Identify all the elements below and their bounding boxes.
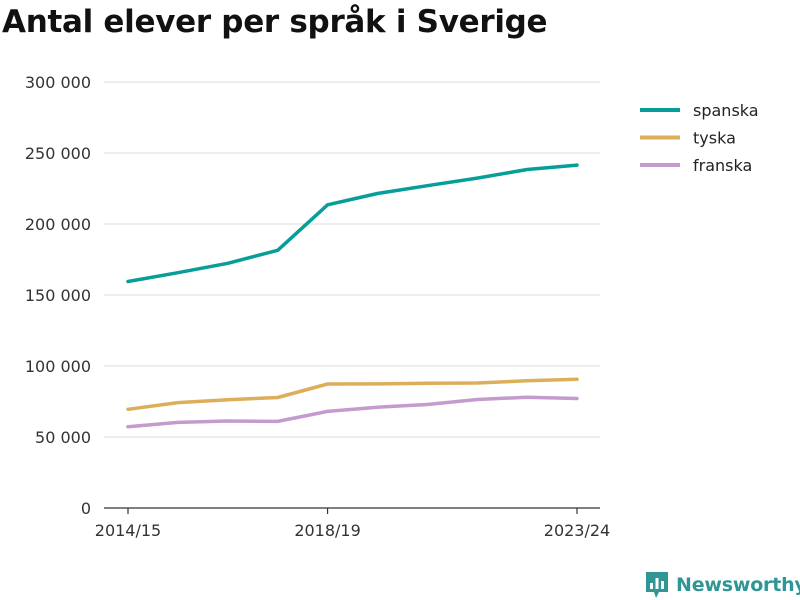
y-tick-label: 100 000 [25, 357, 91, 376]
legend-label-spanska: spanska [693, 101, 759, 120]
newsworthy-logo-icon [646, 572, 668, 598]
series-line-tyska [126, 377, 579, 412]
grid-lines [104, 81, 600, 438]
y-tick-label: 150 000 [25, 286, 91, 305]
x-tick-label: 2014/15 [95, 521, 161, 540]
y-tick-label: 0 [81, 499, 91, 518]
x-tick-label: 2023/24 [544, 521, 610, 540]
series-line-franska [126, 395, 579, 429]
series-lines [126, 163, 579, 429]
y-tick-label: 300 000 [25, 73, 91, 92]
legend-label-tyska: tyska [693, 129, 736, 148]
x-tick-label: 2018/19 [294, 521, 360, 540]
legend-label-franska: franska [693, 156, 752, 175]
y-tick-label: 250 000 [25, 144, 91, 163]
brand-name: Newsworthy [676, 574, 800, 596]
axes: 0 50 000 100 000 150 000 200 000 250 000 300 0… [25, 73, 610, 540]
chart-title: Antal elever per språk i Sverige [2, 4, 548, 40]
legend: spanska tyska franska [640, 101, 759, 175]
series-line-spanska [126, 163, 579, 284]
brand-logo: Newsworthy [644, 570, 800, 600]
y-tick-label: 50 000 [35, 428, 91, 447]
y-tick-label: 200 000 [25, 215, 91, 234]
